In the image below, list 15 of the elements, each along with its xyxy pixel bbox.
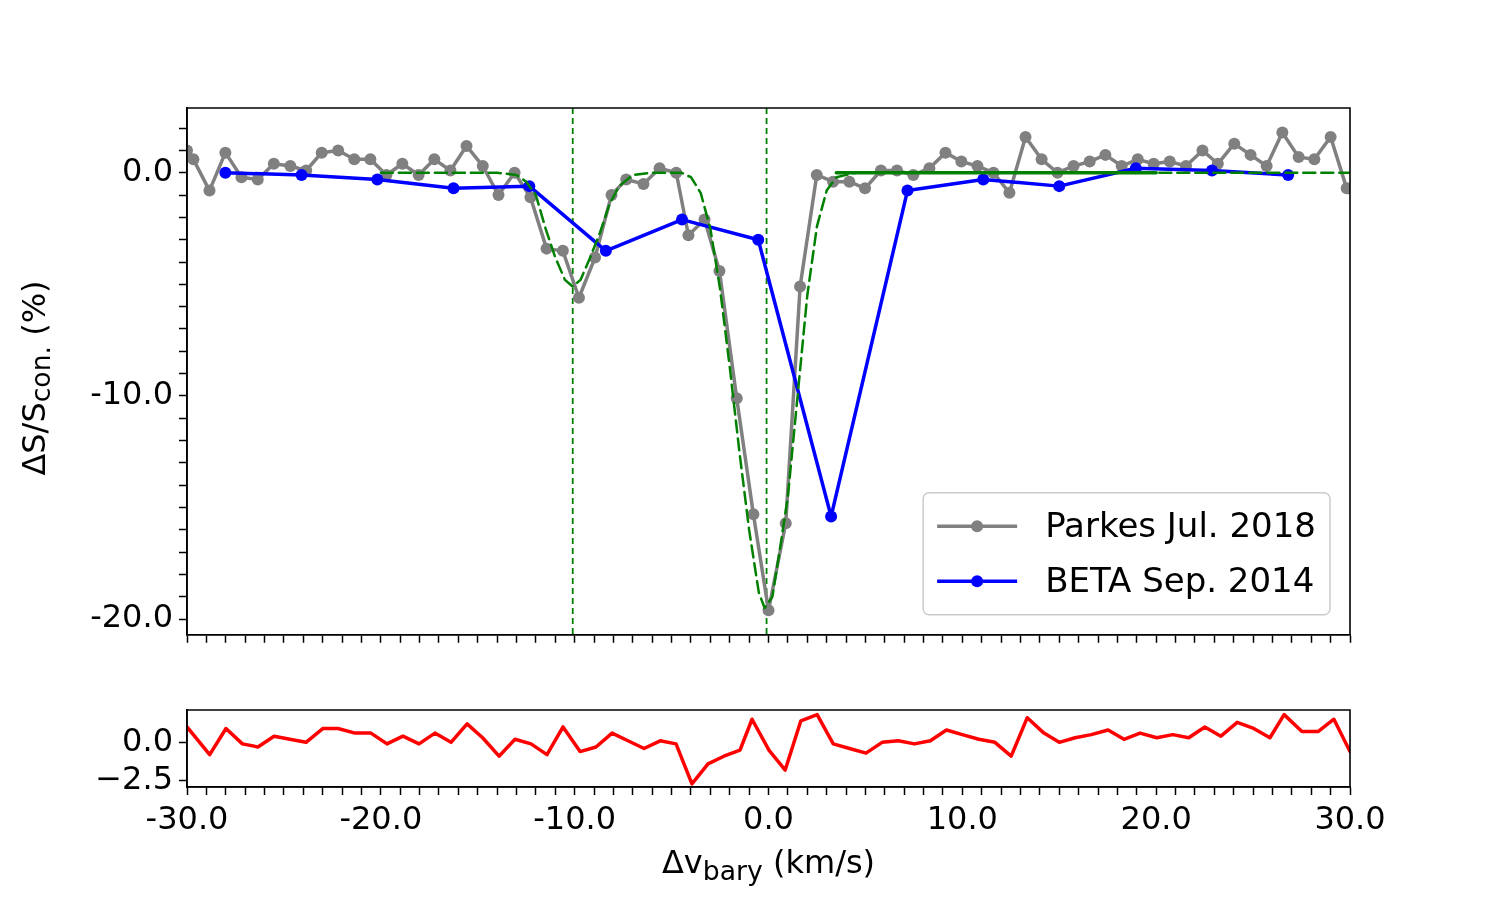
y-tick-label: 0.0 bbox=[122, 720, 173, 759]
x-tick-label: 10.0 bbox=[926, 798, 998, 837]
y-tick-label: −2.5 bbox=[95, 759, 173, 798]
x-tick-label: -30.0 bbox=[145, 798, 229, 837]
y-tick-label: -10.0 bbox=[90, 374, 173, 413]
x-tick-label: 0.0 bbox=[743, 798, 794, 837]
x-tick-label: 20.0 bbox=[1120, 798, 1192, 837]
x-axis-title: Δv$_{bary}$ (km/s) bbox=[660, 843, 877, 887]
x-tick-label: 30.0 bbox=[1314, 798, 1386, 837]
x-tick-label: -10.0 bbox=[533, 798, 617, 837]
legend-label: BETA Sep. 2014 bbox=[1045, 560, 1315, 601]
legend-label: Parkes Jul. 2018 bbox=[1045, 505, 1316, 546]
x-tick-label: -20.0 bbox=[339, 798, 423, 837]
y-tick-label: -20.0 bbox=[90, 597, 173, 636]
y-tick-label: 0.0 bbox=[122, 151, 173, 190]
